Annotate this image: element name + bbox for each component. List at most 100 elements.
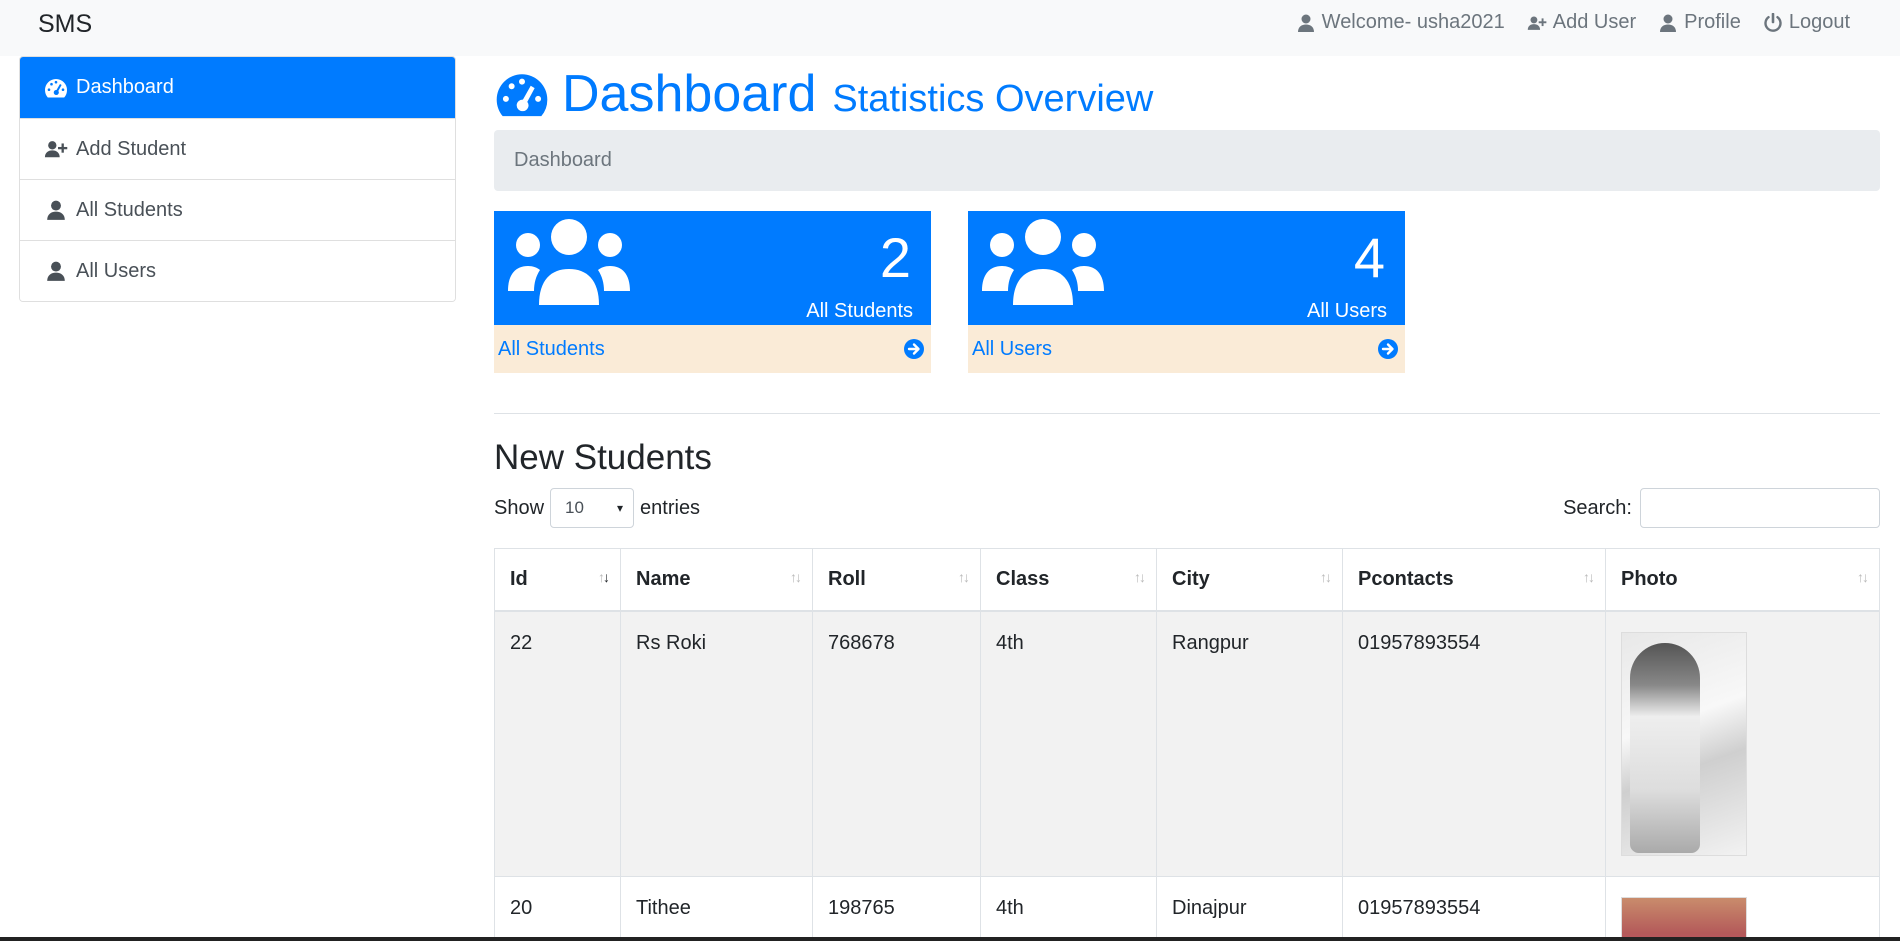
breadcrumb: Dashboard	[494, 130, 1880, 191]
entries-value: 10	[565, 498, 584, 517]
column-label: Class	[996, 567, 1050, 590]
all-users-card-link[interactable]: All Users	[968, 325, 1405, 373]
table-row[interactable]: 20 Tithee 198765 4th Dinajpur 0195789355…	[494, 875, 1880, 941]
cell-id: 22	[494, 610, 621, 877]
bottom-edge	[0, 937, 1900, 941]
column-header-name[interactable]: Name ↑↓	[620, 548, 813, 612]
users-count: 4	[1353, 226, 1385, 289]
search-input[interactable]	[1640, 488, 1880, 528]
page-title: Dashboard	[562, 65, 817, 123]
cell-contact: 01957893554	[1342, 875, 1606, 941]
dashboard-icon	[45, 78, 68, 97]
sort-icon: ↑↓	[1857, 569, 1869, 585]
sort-icon: ↑↓	[1134, 569, 1146, 585]
divider	[494, 413, 1880, 414]
cell-contact: 01957893554	[1342, 610, 1606, 877]
page-subtitle: Statistics Overview	[832, 78, 1154, 120]
table-controls: Show 10 ▾ entries Search:	[494, 488, 1880, 536]
column-label: Name	[636, 567, 691, 590]
cell-roll: 768678	[812, 610, 981, 877]
column-header-roll[interactable]: Roll ↑↓	[812, 548, 981, 612]
brand-logo[interactable]: SMS	[38, 10, 93, 38]
welcome-link[interactable]: Welcome- usha2021	[1296, 11, 1505, 34]
entries-label: entries	[640, 496, 701, 519]
top-navbar: SMS Welcome- usha2021 Add User Profile L…	[0, 0, 1900, 56]
sort-icon: ↑↓	[790, 569, 802, 585]
column-label: Pcontacts	[1358, 567, 1454, 590]
users-icon	[508, 219, 630, 305]
cell-class: 4th	[980, 875, 1157, 941]
column-label: Id	[510, 567, 528, 590]
logout-label: Logout	[1788, 11, 1850, 33]
show-entries: Show 10 ▾ entries	[494, 488, 700, 528]
show-label: Show	[494, 496, 545, 519]
students-card-label: All Students	[806, 300, 913, 322]
arrow-circle-right-icon	[1378, 339, 1398, 359]
column-header-class[interactable]: Class ↑↓	[980, 548, 1157, 612]
sidebar: Dashboard Add Student All Students All U…	[19, 56, 456, 302]
breadcrumb-item: Dashboard	[514, 149, 612, 171]
cell-city: Dinajpur	[1156, 875, 1343, 941]
add-user-label: Add User	[1552, 11, 1637, 33]
column-header-pcontacts[interactable]: Pcontacts ↑↓	[1342, 548, 1606, 612]
cell-name: Tithee	[620, 875, 813, 941]
arrow-circle-right-icon	[904, 339, 924, 359]
dashboard-icon	[496, 74, 548, 117]
user-icon	[47, 261, 65, 281]
main-content: Dashboard Statistics Overview Dashboard …	[494, 56, 1880, 941]
cell-id: 20	[494, 875, 621, 941]
logout-link[interactable]: Logout	[1763, 11, 1850, 34]
students-stat-card: 2 All Students All Students	[494, 211, 931, 373]
profile-link[interactable]: Profile	[1658, 11, 1741, 34]
add-user-link[interactable]: Add User	[1527, 11, 1636, 34]
sidebar-item-label: All Students	[76, 198, 183, 221]
user-plus-icon	[1527, 15, 1547, 30]
cell-photo	[1605, 875, 1880, 941]
cell-city: Rangpur	[1156, 610, 1343, 877]
sidebar-item-add-student[interactable]: Add Student	[20, 118, 455, 179]
sort-icon: ↑↓	[1583, 569, 1595, 585]
table-row[interactable]: 22 Rs Roki 768678 4th Rangpur 0195789355…	[494, 610, 1880, 877]
search-label: Search:	[1563, 496, 1632, 519]
user-icon	[47, 200, 65, 220]
students-count: 2	[879, 226, 911, 289]
welcome-label: Welcome- usha2021	[1321, 11, 1505, 33]
cell-class: 4th	[980, 610, 1157, 877]
column-header-id[interactable]: Id ↑↓	[494, 548, 621, 612]
entries-select[interactable]: 10 ▾	[550, 488, 635, 528]
sort-icon: ↑↓	[958, 569, 970, 585]
sidebar-item-all-users[interactable]: All Users	[20, 240, 455, 301]
column-header-photo[interactable]: Photo ↑↓	[1605, 548, 1880, 612]
all-students-card-link[interactable]: All Students	[494, 325, 931, 373]
sidebar-item-label: Dashboard	[76, 76, 174, 98]
search-box: Search:	[1563, 488, 1880, 528]
sidebar-item-label: Add Student	[76, 137, 187, 160]
users-card-label: All Users	[1306, 300, 1387, 322]
user-plus-icon	[44, 141, 68, 158]
student-photo	[1621, 631, 1747, 856]
user-icon	[1297, 14, 1314, 32]
sidebar-item-all-students[interactable]: All Students	[20, 179, 455, 240]
card-body: 4 All Users	[968, 211, 1405, 325]
sidebar-item-dashboard[interactable]: Dashboard	[20, 57, 455, 118]
sort-icon: ↑↓	[598, 569, 610, 585]
card-link-label: All Users	[972, 337, 1053, 360]
users-icon	[982, 219, 1104, 305]
power-icon	[1764, 12, 1782, 32]
users-stat-card: 4 All Users All Users	[968, 211, 1405, 373]
card-body: 2 All Students	[494, 211, 931, 325]
card-link-label: All Students	[498, 337, 605, 360]
page-header: Dashboard Statistics Overview	[494, 62, 1880, 122]
stat-cards: 2 All Students All Students 4 All Users …	[494, 211, 1880, 373]
user-icon	[1660, 14, 1677, 32]
student-photo	[1621, 896, 1747, 941]
students-table: Id ↑↓ Name ↑↓ Roll ↑↓ Class ↑↓ City ↑↓ Pconta…	[494, 548, 1880, 941]
sidebar-item-label: All Users	[76, 259, 157, 282]
column-label: Photo	[1621, 567, 1678, 590]
column-label: City	[1172, 567, 1210, 590]
cell-name: Rs Roki	[620, 610, 813, 877]
table-header-row: Id ↑↓ Name ↑↓ Roll ↑↓ Class ↑↓ City ↑↓ Pconta…	[494, 548, 1880, 612]
profile-label: Profile	[1684, 11, 1741, 33]
column-header-city[interactable]: City ↑↓	[1156, 548, 1343, 612]
sort-icon: ↑↓	[1320, 569, 1332, 585]
